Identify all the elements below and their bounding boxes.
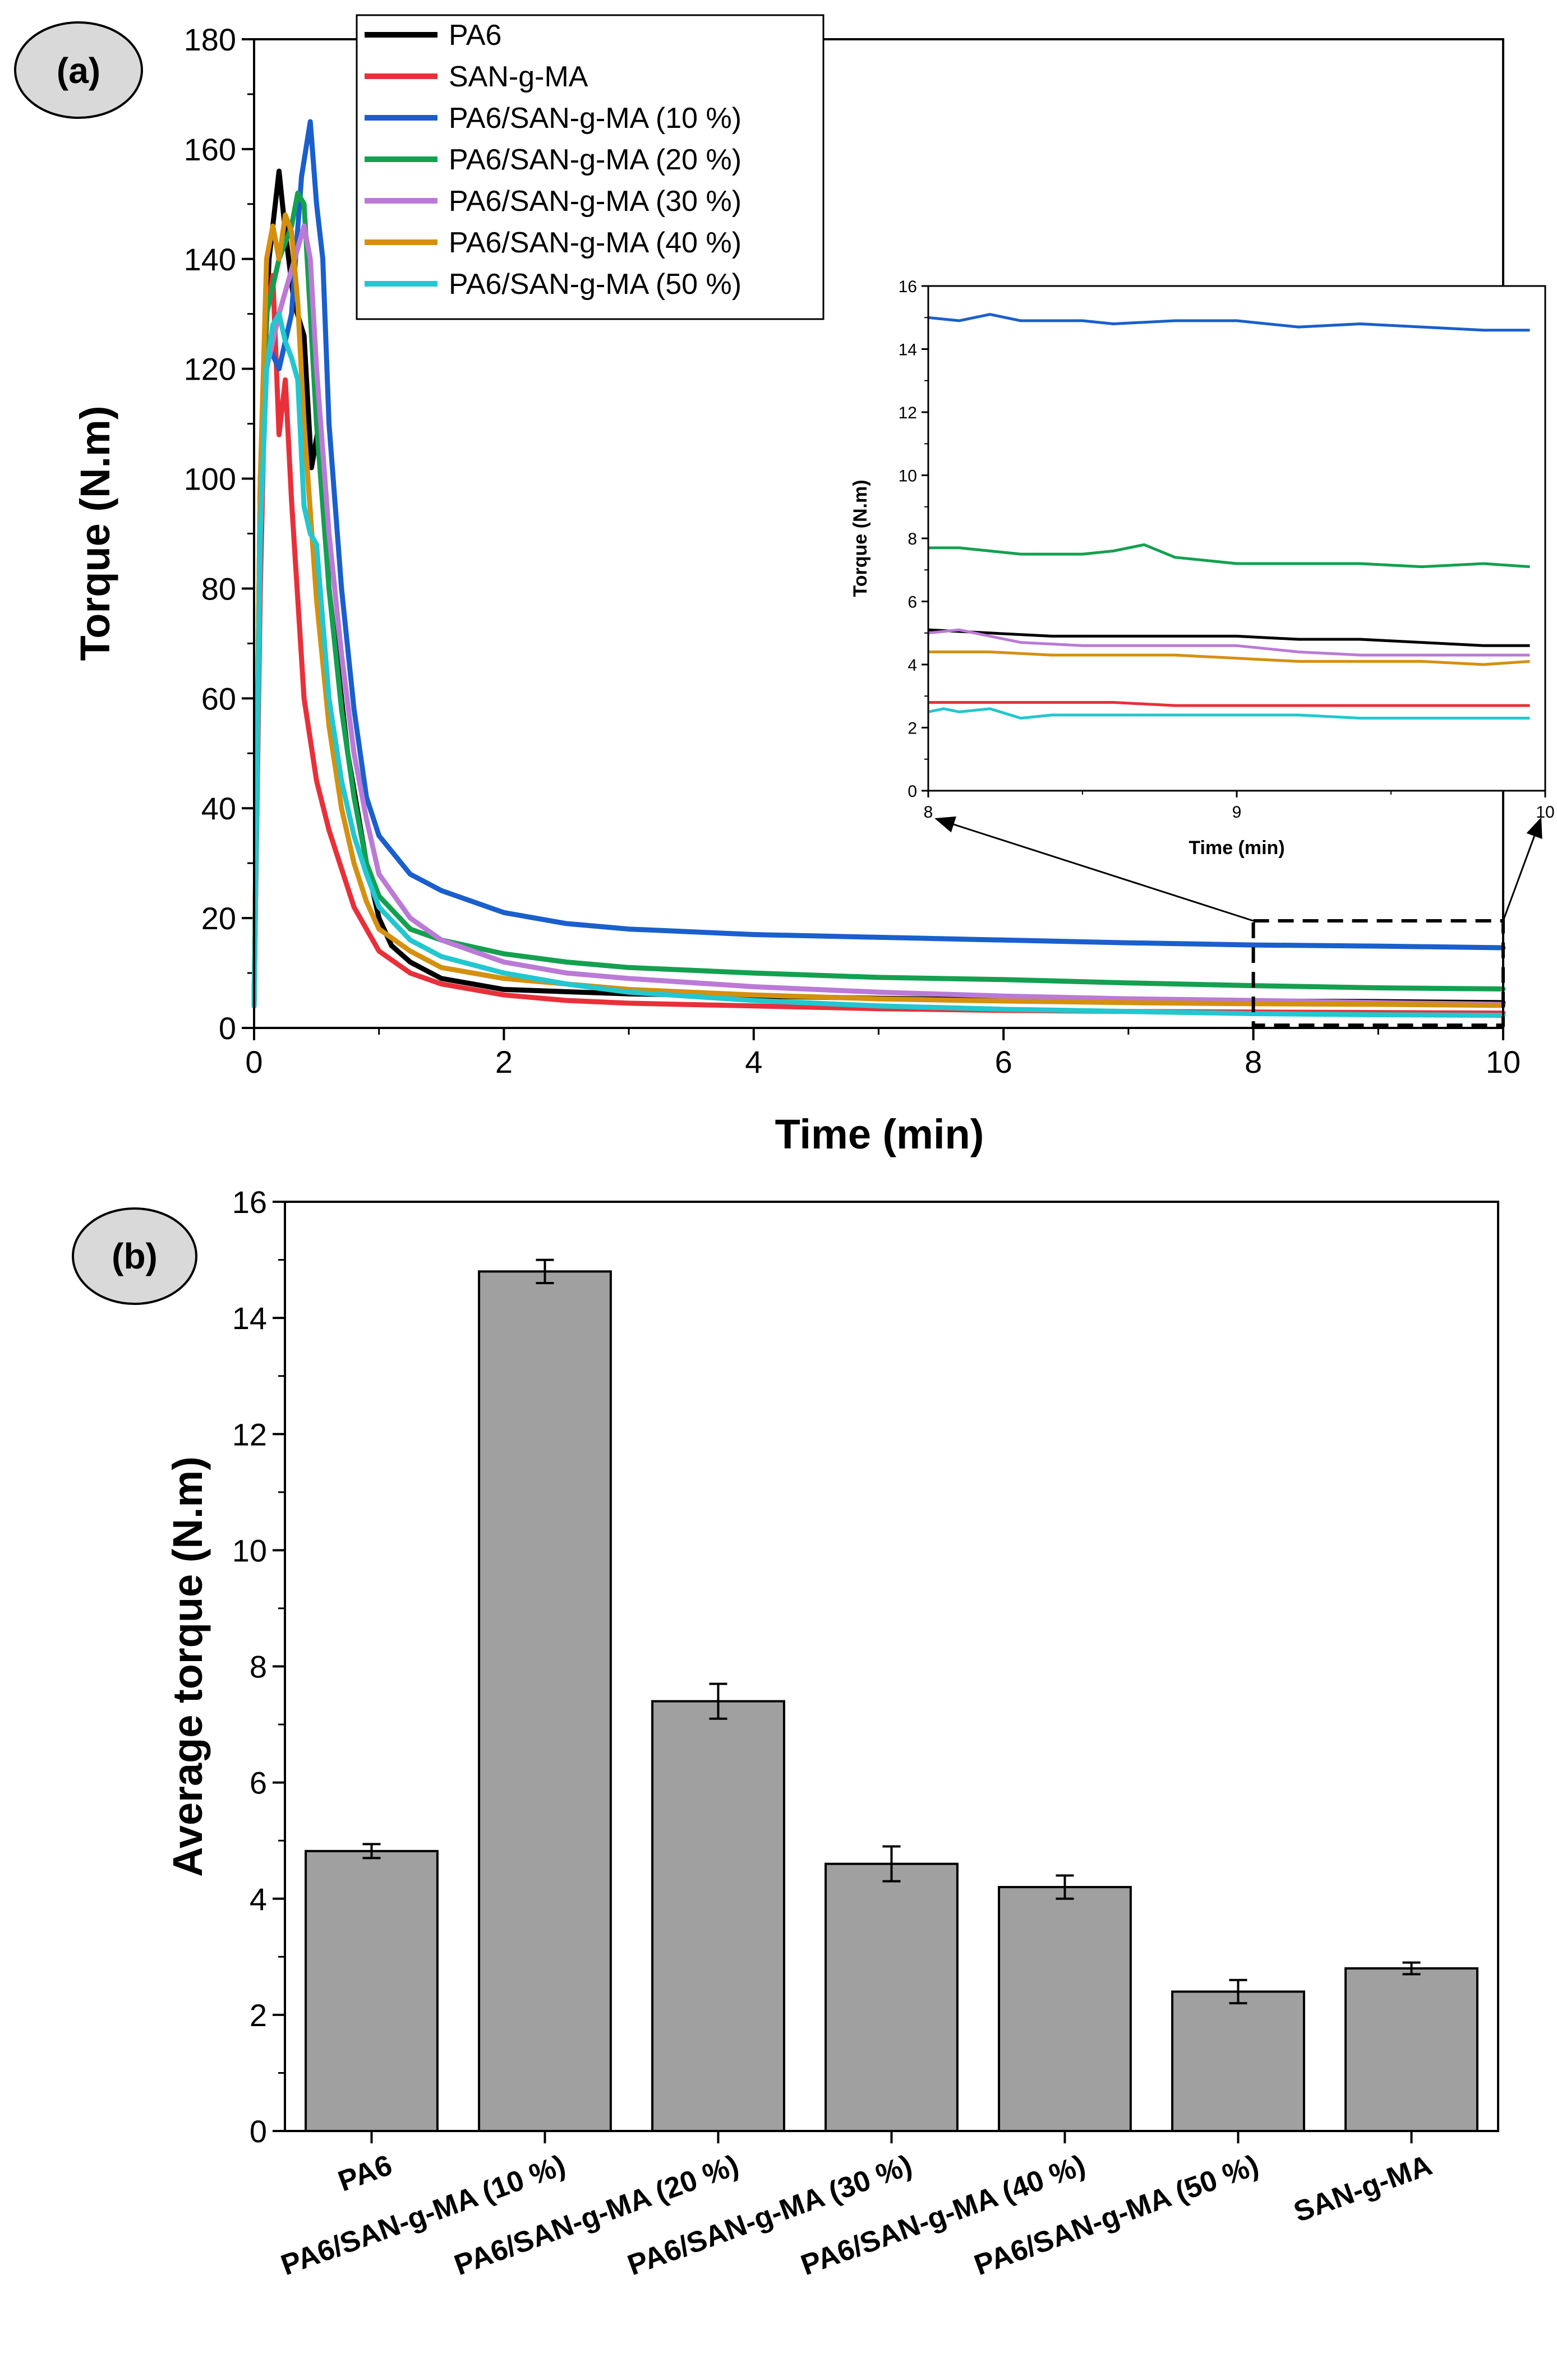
inset-x-tick-label: 10 <box>1536 803 1554 822</box>
legend-entry: SAN-g-MA <box>449 61 588 93</box>
panel-a-series <box>251 119 1506 1018</box>
zoom-arrow-right <box>1502 817 1542 921</box>
bar-y-tick-label: 8 <box>250 1649 267 1685</box>
y-tick-label: 40 <box>201 791 236 826</box>
inset-y-tick-label: 12 <box>899 404 917 422</box>
inset-series-line <box>928 628 1530 657</box>
inset-y-tick-label: 0 <box>908 782 917 801</box>
series-line <box>251 311 1506 1018</box>
y-tick-label: 100 <box>184 462 236 497</box>
inset-x-tick-label: 8 <box>924 803 933 822</box>
inset-ylabel: Torque (N.m) <box>850 479 871 597</box>
panel-b-label: (b) <box>112 1236 158 1276</box>
legend-box <box>356 14 824 320</box>
inset-series-line <box>928 701 1530 707</box>
inset-y-tick-label: 16 <box>899 278 917 296</box>
inset-series-line <box>928 628 1530 647</box>
legend-entry: PA6/SAN-g-MA (20 %) <box>449 144 741 176</box>
legend-entry: PA6/SAN-g-MA (50 %) <box>449 268 741 301</box>
panel-b-ylabel: Average torque (N.m) <box>164 1456 211 1877</box>
legend-entry: PA6/SAN-g-MA (30 %) <box>449 185 741 218</box>
bar <box>824 1862 959 2133</box>
x-tick-label: 2 <box>495 1044 513 1080</box>
bar-y-tick-label: 10 <box>232 1533 267 1568</box>
y-tick-label: 160 <box>184 132 236 167</box>
series-line <box>251 212 1506 1008</box>
panel-b-frame <box>284 1201 1499 2132</box>
y-tick-label: 180 <box>184 22 236 57</box>
bar <box>1344 1967 1478 2132</box>
bar <box>478 1270 612 2132</box>
bar-category-label: PA6/SAN-g-MA (50 %) <box>970 2149 1263 2282</box>
x-tick-label: 10 <box>1486 1044 1521 1080</box>
y-tick-label: 20 <box>201 901 236 936</box>
legend-entry: PA6/SAN-g-MA (40 %) <box>449 227 741 259</box>
bar-category-label: PA6 <box>334 2149 396 2198</box>
series-line <box>251 119 1506 1009</box>
legend-entry: PA6/SAN-g-MA (10 %) <box>449 102 741 135</box>
inset-y-tick-label: 2 <box>908 719 917 738</box>
y-tick-label: 0 <box>219 1011 236 1046</box>
bar <box>998 1886 1132 2133</box>
bar-category-label: PA6/SAN-g-MA (10 %) <box>277 2149 570 2282</box>
inset-series-line <box>928 707 1530 720</box>
inset-y-tick-label: 6 <box>908 593 917 612</box>
bar-y-tick-label: 4 <box>250 1881 267 1917</box>
bar-y-tick-label: 14 <box>232 1300 267 1336</box>
bar-category-label: PA6/SAN-g-MA (20 %) <box>450 2149 743 2282</box>
inset-series-line <box>928 651 1530 666</box>
bar-y-tick-label: 12 <box>232 1417 267 1452</box>
panel-a-label: (a) <box>57 50 100 91</box>
bar-y-tick-label: 6 <box>250 1765 267 1801</box>
panel-a-badge <box>14 21 143 119</box>
inset-chart: 0 2 4 6 8 10 12 14 16 8 9 10 Time (min) Torque (N.m… <box>850 278 1555 859</box>
inset-x-tick-label: 9 <box>1232 803 1242 822</box>
y-tick-label: 60 <box>201 681 236 716</box>
inset-y-tick-label: 8 <box>908 530 917 548</box>
inset-axes: 0 2 4 6 8 10 12 14 16 8 9 10 <box>899 278 1555 822</box>
bar-y-tick-label: 0 <box>250 2114 267 2149</box>
y-tick-label: 140 <box>184 242 236 277</box>
inset-series-line <box>928 313 1530 332</box>
bar-y-tick-label: 2 <box>250 1998 267 2033</box>
bar-category-label: PA6/SAN-g-MA (40 %) <box>797 2149 1090 2282</box>
y-tick-label: 120 <box>184 352 236 387</box>
bar <box>1171 1990 1305 2132</box>
x-tick-label: 0 <box>245 1044 262 1080</box>
x-tick-label: 8 <box>1245 1044 1262 1080</box>
inset-y-tick-label: 14 <box>899 341 917 359</box>
bar-y-tick-label: 16 <box>232 1184 267 1220</box>
series-line <box>251 223 1506 1007</box>
inset-series <box>928 313 1530 720</box>
inset-frame <box>927 285 1546 792</box>
bar-category-label: SAN-g-MA <box>1289 2149 1436 2229</box>
x-tick-label: 4 <box>745 1044 762 1080</box>
bar <box>651 1700 785 2132</box>
zoom-arrow-left <box>934 816 1254 922</box>
panel-a-ylabel: Torque (N.m) <box>72 406 118 661</box>
legend-entry: PA6 <box>449 19 501 52</box>
bar-category-label: PA6/SAN-g-MA (30 %) <box>624 2149 916 2282</box>
zoom-region-box <box>1251 919 1505 1027</box>
bar <box>305 1849 439 2133</box>
inset-y-tick-label: 4 <box>908 656 917 675</box>
legend: PA6 SAN-g-MA PA6/SAN-g-MA (10 %) PA6/SAN-g-… <box>356 14 824 320</box>
panel-b-badge <box>72 1207 197 1305</box>
inset-y-tick-label: 10 <box>899 467 917 486</box>
panel-a-xlabel: Time (min) <box>775 1111 984 1157</box>
x-tick-label: 6 <box>995 1044 1012 1080</box>
inset-series-line <box>928 543 1530 569</box>
y-tick-label: 80 <box>201 571 236 606</box>
panel-b-bars <box>305 1258 1478 2133</box>
inset-xlabel: Time (min) <box>1189 837 1284 859</box>
